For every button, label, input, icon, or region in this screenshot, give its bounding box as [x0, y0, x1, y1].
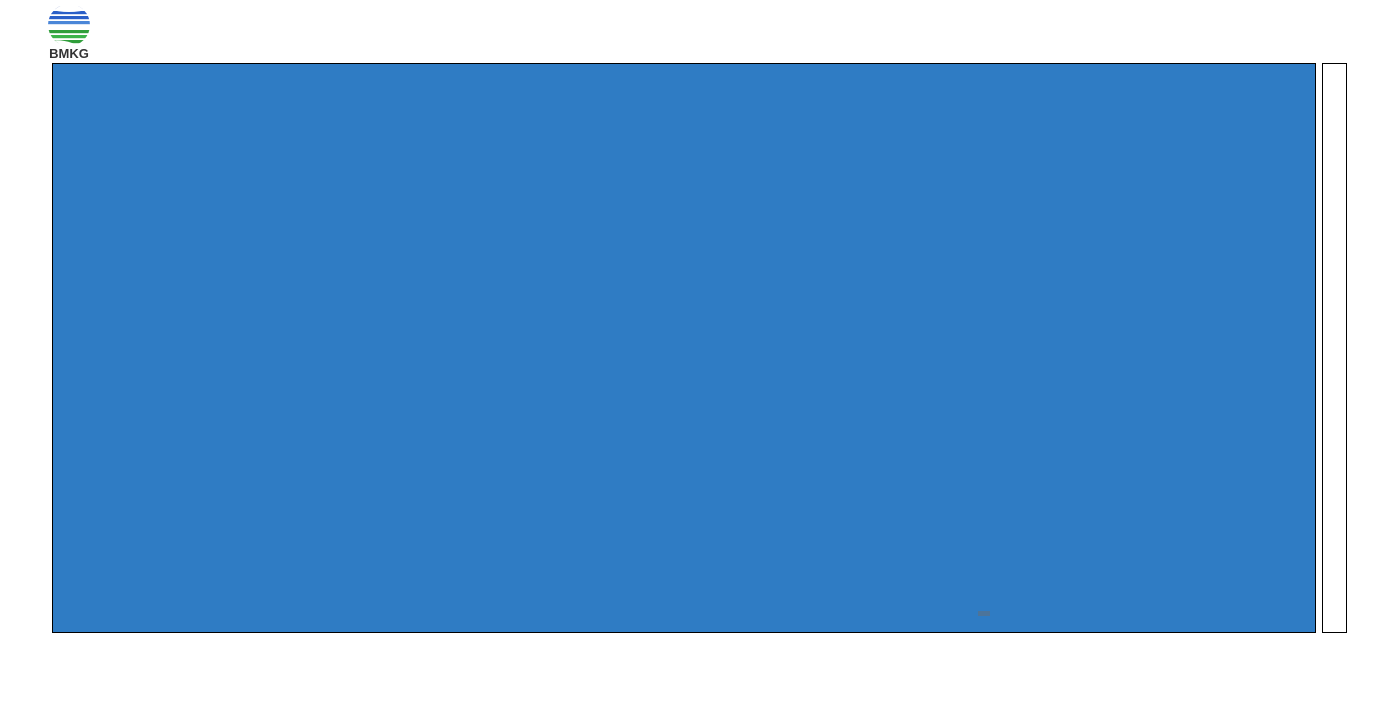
colorbar-labels: [1354, 63, 1400, 633]
minmax-rh-label: [0, 660, 1400, 680]
copyright-watermark: [978, 611, 990, 616]
colorbar[interactable]: [1322, 63, 1347, 633]
minmax-separator: [695, 660, 705, 679]
map-panel[interactable]: [52, 63, 1316, 633]
bmkg-logo-text: BMKG: [49, 46, 89, 61]
bmkg-logo: BMKG: [48, 4, 90, 61]
humidity-field-canvas: [53, 64, 1315, 632]
